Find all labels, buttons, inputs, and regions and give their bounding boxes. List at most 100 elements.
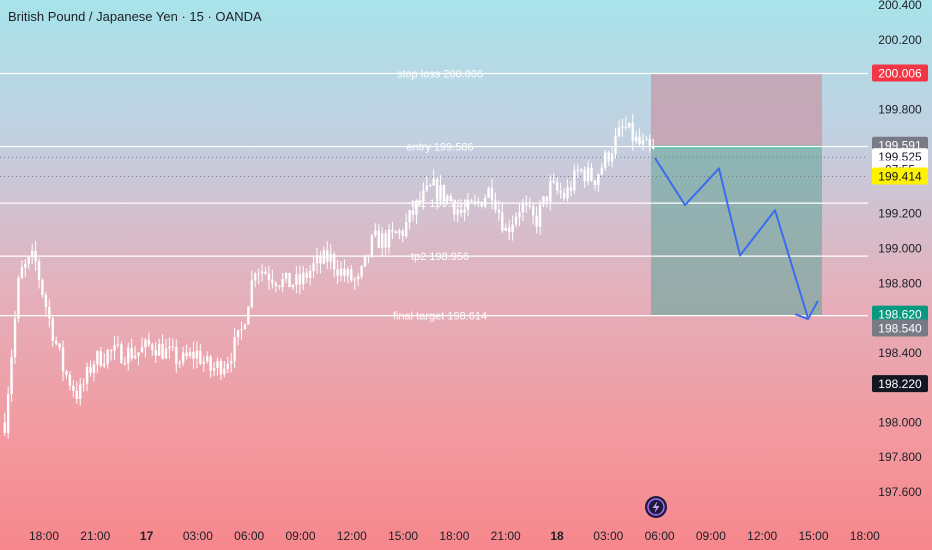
candle-body — [10, 357, 13, 395]
time-tick: 03:00 — [183, 529, 213, 543]
candle-body — [44, 294, 48, 308]
candle-body — [274, 283, 278, 286]
candle-body — [144, 339, 147, 348]
candle-body — [85, 366, 89, 384]
candle-body — [504, 227, 507, 231]
candle-body — [408, 210, 411, 223]
time-tick: 18 — [550, 529, 564, 543]
candle-body — [319, 256, 322, 264]
level-label: tp2 198.956 — [411, 251, 469, 263]
candle-body — [51, 318, 54, 341]
candle-body — [562, 193, 566, 199]
candle-body — [497, 209, 501, 213]
candle-body — [604, 152, 607, 168]
candle-body — [453, 201, 456, 215]
candle-body — [480, 201, 483, 207]
candle-body — [164, 348, 168, 359]
candle-body — [398, 230, 401, 234]
candle-body — [473, 201, 477, 203]
candle-body — [449, 195, 453, 202]
risk-zone — [651, 73, 822, 147]
price-tick: 198.800 — [878, 276, 922, 290]
time-tick: 18:00 — [850, 529, 880, 543]
candle-body — [425, 185, 428, 191]
candle-body — [638, 136, 641, 145]
candle-body — [127, 347, 130, 364]
candle-body — [82, 383, 85, 385]
candle-body — [339, 268, 343, 276]
time-tick: 12:00 — [747, 529, 777, 543]
candle-body — [418, 200, 422, 203]
candle-body — [394, 231, 398, 234]
candle-body — [284, 272, 288, 279]
candle-body — [329, 254, 332, 262]
forecast-path — [654, 157, 819, 321]
candle-body — [199, 350, 202, 364]
reward-zone — [651, 146, 822, 316]
candle-body — [30, 250, 34, 258]
time-tick: 09:00 — [696, 529, 726, 543]
price-axis: 200.400 200.200 199.800 199.200 199.000 198.8… — [878, 0, 922, 499]
candle-body — [535, 215, 538, 227]
candle-body — [552, 181, 555, 183]
candle-body — [597, 174, 600, 186]
candle-body — [470, 200, 473, 202]
candle-body — [610, 153, 614, 162]
bolt-icon[interactable] — [645, 496, 667, 518]
candle-body — [377, 230, 380, 248]
price-tick: 197.600 — [878, 485, 922, 499]
level-label: entry 199.586 — [406, 142, 473, 154]
price-badge-text: 198.220 — [878, 377, 922, 391]
candle-body — [477, 201, 480, 203]
candle-body — [226, 363, 229, 369]
candle-body — [240, 328, 243, 331]
price-badge-text: 198.540 — [878, 322, 922, 336]
candle-body — [236, 330, 240, 338]
time-tick: 15:00 — [798, 529, 828, 543]
candle-body — [305, 272, 308, 278]
time-tick: 21:00 — [491, 529, 521, 543]
candle-body — [195, 350, 199, 359]
price-badge: 198.620 — [872, 305, 928, 323]
time-tick: 17 — [140, 529, 154, 543]
candle-body — [205, 356, 209, 362]
candle-body — [380, 233, 384, 248]
time-tick: 12:00 — [337, 529, 367, 543]
time-tick: 09:00 — [285, 529, 315, 543]
level-label: final target 198.614 — [393, 311, 487, 323]
candle-body — [566, 187, 569, 199]
price-marker-lines — [0, 156, 868, 177]
candle-body — [92, 364, 96, 374]
candle-body — [332, 254, 336, 270]
candle-body — [569, 187, 573, 191]
candle-body — [521, 203, 525, 213]
candle-body — [96, 351, 99, 365]
level-label: stop loss 200.006 — [397, 69, 483, 81]
candle-body — [185, 352, 188, 357]
candle-body — [511, 224, 514, 233]
chart-title: British Pound / Japanese Yen · 15 · OAND… — [8, 9, 262, 24]
candle-body — [281, 278, 284, 287]
candle-body — [109, 350, 113, 352]
candle-body — [161, 343, 164, 359]
candle-body — [72, 385, 75, 391]
candle-body — [528, 205, 531, 207]
candle-body — [645, 139, 648, 141]
candle-body — [590, 167, 593, 181]
candle-body — [435, 179, 439, 200]
candle-body — [360, 266, 363, 277]
price-badge: 199.414 — [872, 167, 928, 185]
candle-body — [41, 279, 44, 295]
candle-body — [58, 343, 61, 348]
candle-body — [466, 200, 470, 210]
candle-body — [507, 227, 511, 233]
candle-body — [542, 196, 545, 205]
candle-body — [432, 179, 435, 186]
candle-body — [525, 203, 528, 206]
price-badge-text: 199.414 — [878, 169, 922, 183]
candle-body — [405, 222, 408, 237]
candle-body — [302, 272, 305, 285]
price-tick: 200.200 — [878, 33, 922, 47]
